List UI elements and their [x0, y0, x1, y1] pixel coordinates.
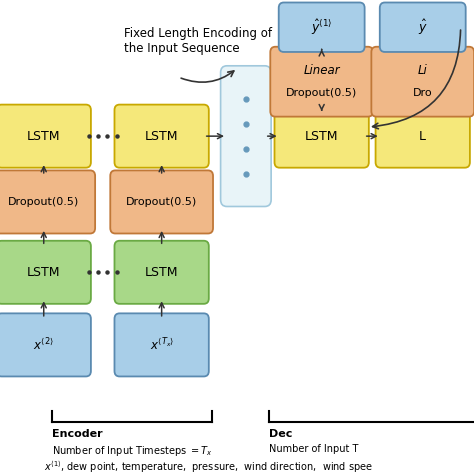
- Text: Linear: Linear: [303, 64, 340, 77]
- FancyBboxPatch shape: [375, 105, 470, 168]
- FancyBboxPatch shape: [279, 2, 365, 52]
- Text: $x^{\langle T_x\rangle}$: $x^{\langle T_x\rangle}$: [149, 337, 174, 353]
- Text: Encoder: Encoder: [52, 429, 103, 439]
- Text: Dropout(0.5): Dropout(0.5): [286, 88, 357, 98]
- FancyBboxPatch shape: [274, 105, 369, 168]
- FancyBboxPatch shape: [115, 105, 209, 168]
- Text: $\hat{y}$: $\hat{y}$: [418, 18, 428, 37]
- Text: L: L: [419, 130, 426, 143]
- Text: Dropout(0.5): Dropout(0.5): [8, 197, 79, 207]
- Text: LSTM: LSTM: [27, 266, 61, 279]
- FancyBboxPatch shape: [115, 313, 209, 376]
- Text: LSTM: LSTM: [305, 130, 338, 143]
- Text: Number of Input Timesteps $= T_x$: Number of Input Timesteps $= T_x$: [52, 444, 213, 458]
- FancyBboxPatch shape: [371, 47, 474, 117]
- FancyBboxPatch shape: [380, 2, 465, 52]
- Text: Dropout(0.5): Dropout(0.5): [126, 197, 197, 207]
- FancyBboxPatch shape: [270, 47, 373, 117]
- FancyBboxPatch shape: [115, 241, 209, 304]
- Text: LSTM: LSTM: [27, 130, 61, 143]
- FancyBboxPatch shape: [110, 171, 213, 234]
- Text: $\hat{y}^{\langle 1\rangle}$: $\hat{y}^{\langle 1\rangle}$: [311, 18, 332, 37]
- FancyBboxPatch shape: [220, 66, 271, 207]
- Text: Fixed Length Encoding of
the Input Sequence: Fixed Length Encoding of the Input Seque…: [124, 27, 272, 55]
- Text: LSTM: LSTM: [145, 130, 178, 143]
- FancyBboxPatch shape: [0, 313, 91, 376]
- Text: Dro: Dro: [413, 88, 433, 98]
- Text: LSTM: LSTM: [145, 266, 178, 279]
- FancyBboxPatch shape: [0, 105, 91, 168]
- Text: Li: Li: [418, 64, 428, 77]
- FancyBboxPatch shape: [0, 171, 95, 234]
- Text: Dec: Dec: [269, 429, 292, 439]
- Text: $x^{\langle 1\rangle}$, dew point, temperature,  pressure,  wind direction,  win: $x^{\langle 1\rangle}$, dew point, tempe…: [44, 459, 373, 474]
- FancyBboxPatch shape: [0, 241, 91, 304]
- Text: $x^{\langle 2\rangle}$: $x^{\langle 2\rangle}$: [33, 337, 54, 353]
- Text: Number of Input T: Number of Input T: [269, 444, 358, 454]
